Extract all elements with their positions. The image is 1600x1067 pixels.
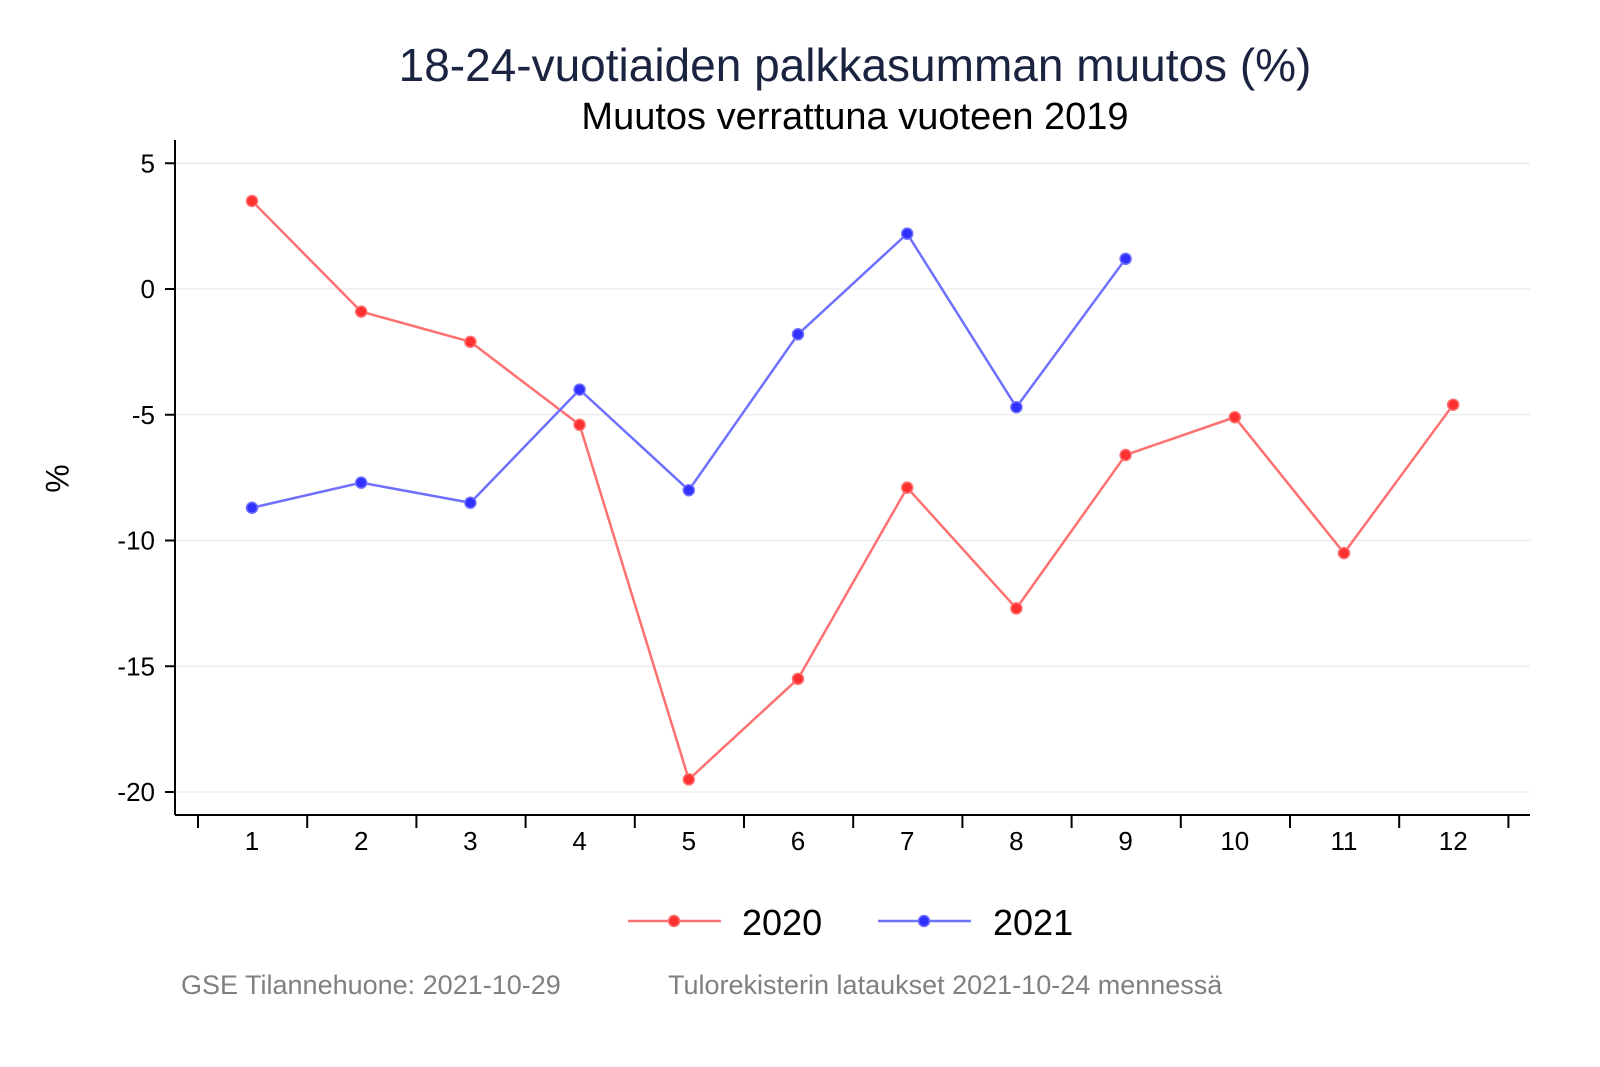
chart-title: 18-24-vuotiaiden palkkasumman muutos (%)	[398, 39, 1312, 91]
footer-data-note: Tulorekisterin lataukset 2021-10-24 menn…	[668, 970, 1223, 1000]
data-point-2021	[354, 476, 368, 489]
data-point-2021	[1119, 252, 1132, 266]
x-tick-label: 2	[354, 826, 368, 856]
x-tick-label: 5	[682, 826, 696, 856]
x-tick-label: 4	[572, 826, 586, 856]
data-point-2020	[900, 481, 914, 494]
y-tick-label: 0	[141, 274, 155, 304]
series-line-2021	[251, 231, 1127, 510]
data-point-2021	[464, 496, 477, 510]
data-point-2020	[1119, 448, 1132, 462]
footer-source: GSE Tilannehuone: 2021-10-29	[181, 970, 561, 1000]
x-tick-label: 11	[1331, 826, 1358, 856]
data-point-2021	[1010, 400, 1023, 414]
x-tick-label: 3	[463, 826, 477, 856]
data-point-2021	[682, 483, 696, 497]
legend-marker-2021	[917, 914, 931, 928]
y-tick-label: -20	[117, 777, 155, 807]
y-tick-label: 5	[141, 148, 155, 178]
x-tick-label: 12	[1439, 826, 1468, 856]
data-point-2021	[900, 227, 914, 240]
x-tick-label: 8	[1009, 826, 1023, 856]
x-tick-label: 7	[900, 826, 914, 856]
data-point-2020	[682, 773, 696, 786]
y-tick-label: -15	[117, 651, 155, 681]
legend-marker-2020	[667, 914, 681, 928]
legend-label-2021: 2021	[993, 902, 1074, 943]
data-point-2020	[1010, 602, 1023, 615]
x-tick-label: 1	[245, 826, 259, 856]
data-point-2020	[573, 418, 586, 432]
data-point-2021	[245, 501, 259, 515]
data-point-2021	[573, 383, 586, 396]
y-tick-label: -5	[132, 400, 155, 430]
x-tick-label: 10	[1220, 826, 1249, 856]
series-line-2020	[251, 200, 1455, 782]
y-tick-label: -10	[117, 526, 155, 556]
legend-label-2020: 2020	[742, 902, 823, 943]
data-point-2020	[1228, 411, 1242, 424]
data-point-2020	[354, 305, 368, 318]
data-point-2020	[464, 335, 477, 349]
data-point-2020	[1446, 398, 1460, 411]
data-point-2020	[245, 194, 259, 208]
chart-subtitle: Muutos verrattuna vuoteen 2019	[581, 96, 1129, 138]
data-point-2021	[791, 328, 805, 341]
data-point-2020	[1337, 546, 1351, 560]
data-point-2020	[791, 672, 805, 686]
x-tick-label: 9	[1118, 826, 1132, 856]
x-tick-label: 6	[791, 826, 805, 856]
